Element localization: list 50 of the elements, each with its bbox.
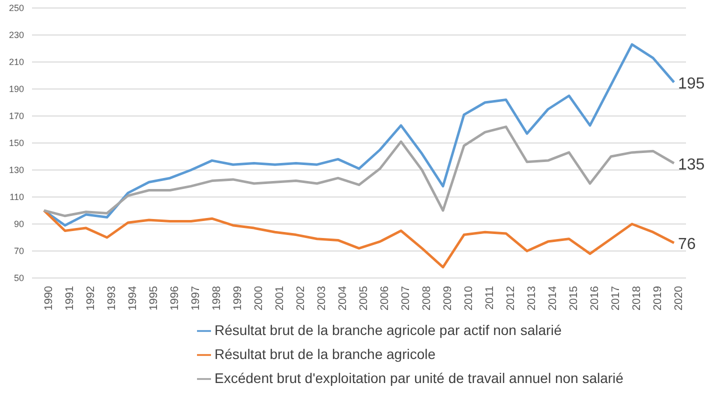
x-tick-label: 1996 xyxy=(168,286,181,310)
x-tick-label: 2009 xyxy=(442,286,454,310)
legend-label: Résultat brut de la branche agricole par actif non salarié xyxy=(214,322,562,338)
x-tick-label: 2000 xyxy=(252,286,265,310)
x-tick-label: 1991 xyxy=(64,286,76,310)
data-label: 76 xyxy=(678,236,696,254)
x-tick-label: 2013 xyxy=(526,286,538,310)
x-tick-label: 2002 xyxy=(294,286,307,310)
y-tick-label: 210 xyxy=(8,57,24,68)
x-tick-label: 2001 xyxy=(274,286,286,310)
x-tick-label: 1990 xyxy=(42,286,55,310)
x-tick-label: 2019 xyxy=(652,286,664,310)
x-tick-label: 2020 xyxy=(672,286,685,310)
x-tick-label: 2004 xyxy=(336,286,349,310)
line-series xyxy=(42,126,676,218)
x-tick-label: 2003 xyxy=(316,286,328,310)
y-tick-label: 190 xyxy=(8,84,24,94)
data-label: 135 xyxy=(678,156,705,174)
x-tick-label: 1993 xyxy=(106,286,118,310)
y-tick-label: 230 xyxy=(8,30,24,40)
x-tick-label: 1997 xyxy=(190,286,202,310)
y-tick-label: 170 xyxy=(8,111,24,122)
x-tick-label: 1994 xyxy=(126,286,139,310)
y-tick-label: 130 xyxy=(8,165,24,176)
y-tick-label: 90 xyxy=(14,219,24,230)
legend-label: Résultat brut de la branche agricole xyxy=(214,346,436,362)
x-tick-label: 2011 xyxy=(484,286,496,310)
x-tick-label: 1995 xyxy=(148,286,160,310)
x-tick-label: 2014 xyxy=(546,286,559,310)
data-label: 195 xyxy=(678,75,705,92)
x-tick-label: 2015 xyxy=(568,286,580,310)
x-tick-label: 1992 xyxy=(84,286,97,310)
y-tick-label: 50 xyxy=(14,273,24,284)
x-tick-label: 1999 xyxy=(232,286,244,310)
x-tick-label: 2007 xyxy=(400,286,412,310)
x-tick-label: 2005 xyxy=(358,286,370,310)
x-tick-label: 2017 xyxy=(610,286,622,310)
x-tick-label: 1998 xyxy=(210,286,223,310)
x-tick-label: 2016 xyxy=(588,286,601,310)
x-tick-label: 2006 xyxy=(378,286,391,310)
legend-label: Excédent brut d'exploitation par unité de travail annuel non salarié xyxy=(214,370,624,386)
y-tick-label: 110 xyxy=(10,192,24,202)
line-series xyxy=(42,209,676,268)
y-tick-label: 250 xyxy=(8,3,24,14)
y-tick-label: 70 xyxy=(14,246,24,256)
x-tick-label: 2012 xyxy=(504,286,517,310)
y-tick-label: 150 xyxy=(8,138,24,148)
x-tick-label: 2008 xyxy=(420,286,433,310)
x-tick-label: 2018 xyxy=(630,286,643,310)
x-tick-label: 2010 xyxy=(462,286,475,310)
